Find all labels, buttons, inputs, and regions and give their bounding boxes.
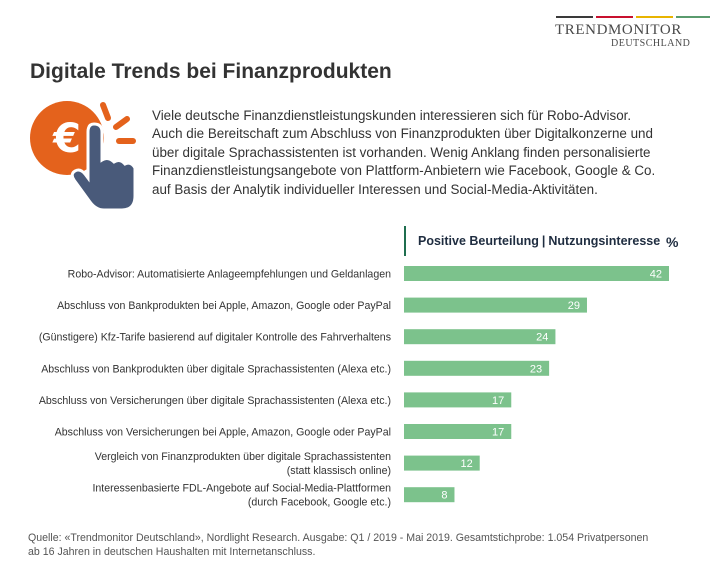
bar [404, 297, 587, 313]
legend-interest: Nutzungsinteresse [548, 234, 661, 248]
category-label: (Günstigere) Kfz-Tarife basierend auf di… [39, 332, 391, 344]
category-label: Abschluss von Bankprodukten über digital… [41, 363, 391, 375]
logo-name: TRENDMONITOR [555, 22, 682, 38]
category-label: (durch Facebook, Google etc.) [248, 497, 391, 509]
category-label: Interessenbasierte FDL-Angebote auf Soci… [92, 483, 391, 495]
euro-click-hand-graphic: € [30, 101, 137, 212]
pointing-hand-icon [70, 122, 137, 212]
bar-value-label: 17 [492, 395, 504, 407]
bar-value-label: 12 [460, 458, 472, 470]
unit-label: % [666, 234, 679, 250]
click-rays-icon [100, 102, 136, 144]
legend-positive: Positive Beurteilung [418, 234, 539, 248]
intro-line: Auch die Bereitschaft zum Abschluss von … [152, 126, 653, 142]
logo-subtitle: DEUTSCHLAND [611, 38, 691, 49]
euro-click-hand-icon: € [24, 96, 144, 216]
euro-coin-icon [30, 101, 104, 175]
bar [404, 360, 550, 376]
bar [404, 392, 512, 408]
category-label: Abschluss von Versicherungen über digita… [39, 395, 391, 407]
bar [404, 266, 669, 281]
bar [404, 455, 480, 471]
bar-value-label: 23 [530, 363, 542, 375]
category-label: Abschluss von Bankprodukten bei Apple, A… [57, 300, 391, 312]
bar-value-label: 29 [568, 300, 580, 312]
bar-value-label: 42 [650, 269, 662, 281]
source-line: ab 16 Jahren in deutschen Haushalten mit… [28, 546, 316, 558]
bar [404, 424, 512, 439]
intro-line: über digitale Sprachassistenten ist vorh… [152, 144, 651, 160]
bar [404, 487, 455, 503]
bar [404, 329, 556, 345]
intro-line: Finanzdienstleistungsangebote von Plattf… [152, 163, 656, 179]
source-note: Quelle: «Trendmonitor Deutschland», Nord… [28, 531, 688, 559]
intro-text: Viele deutsche Finanzdienstleistungskund… [152, 107, 697, 199]
logo-stripe [676, 16, 710, 18]
category-label: (statt klassisch online) [287, 465, 391, 477]
intro-line: Viele deutsche Finanzdienstleistungskund… [152, 108, 632, 123]
logo-stripes [556, 16, 710, 18]
category-label: Robo-Advisor: Automatisierte Anlageempfe… [68, 269, 391, 281]
bar-value-label: 17 [492, 427, 504, 439]
legend-separator: | [541, 234, 546, 248]
page-title: Digitale Trends bei Finanzprodukten [30, 60, 392, 83]
intro-line: auf Basis der Analytik individueller Int… [152, 181, 598, 197]
logo-stripe [636, 16, 673, 18]
chart-legend: Positive Beurteilung | Nutzungsinteresse [404, 226, 660, 256]
source-line: Quelle: «Trendmonitor Deutschland», Nord… [28, 532, 649, 544]
bar-value-label: 8 [441, 490, 447, 502]
category-label: Vergleich von Finanzprodukten über digit… [95, 451, 391, 463]
logo-stripe [556, 16, 593, 18]
bar-value-label: 24 [536, 332, 548, 344]
category-label: Abschluss von Versicherungen bei Apple, … [55, 427, 391, 439]
logo-stripe [596, 16, 633, 18]
euro-symbol: € [52, 116, 81, 162]
